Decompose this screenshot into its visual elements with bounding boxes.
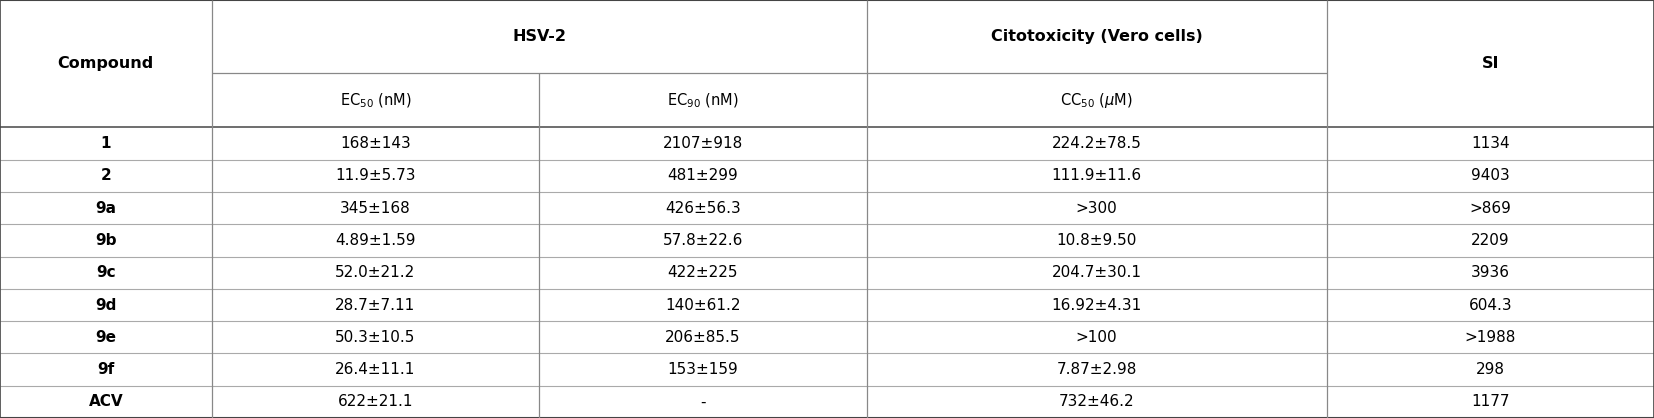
Text: 26.4±11.1: 26.4±11.1: [336, 362, 415, 377]
Text: 10.8±9.50: 10.8±9.50: [1057, 233, 1136, 248]
Text: Citotoxicity (Vero cells): Citotoxicity (Vero cells): [991, 29, 1202, 44]
Text: 206±85.5: 206±85.5: [665, 330, 741, 345]
Text: 9c: 9c: [96, 265, 116, 280]
Text: 111.9±11.6: 111.9±11.6: [1052, 168, 1141, 184]
Text: 622±21.1: 622±21.1: [337, 394, 414, 409]
Text: 52.0±21.2: 52.0±21.2: [336, 265, 415, 280]
Text: 422±225: 422±225: [668, 265, 738, 280]
Text: >869: >869: [1469, 201, 1512, 216]
Text: SI: SI: [1482, 56, 1499, 71]
Text: 481±299: 481±299: [668, 168, 738, 184]
Text: 28.7±7.11: 28.7±7.11: [336, 298, 415, 313]
Text: 9d: 9d: [96, 298, 116, 313]
Text: 9b: 9b: [96, 233, 116, 248]
Text: 426±56.3: 426±56.3: [665, 201, 741, 216]
Text: >1988: >1988: [1464, 330, 1517, 345]
Text: 50.3±10.5: 50.3±10.5: [336, 330, 415, 345]
Text: 224.2±78.5: 224.2±78.5: [1052, 136, 1141, 151]
Text: 11.9±5.73: 11.9±5.73: [336, 168, 415, 184]
Text: 298: 298: [1475, 362, 1505, 377]
Text: 604.3: 604.3: [1469, 298, 1512, 313]
Text: >300: >300: [1075, 201, 1118, 216]
Text: 9a: 9a: [96, 201, 116, 216]
Text: ACV: ACV: [89, 394, 122, 409]
Text: -: -: [700, 394, 706, 409]
Text: 1177: 1177: [1470, 394, 1510, 409]
Text: 168±143: 168±143: [341, 136, 410, 151]
Text: 9e: 9e: [96, 330, 116, 345]
Text: 9f: 9f: [98, 362, 114, 377]
Text: 1: 1: [101, 136, 111, 151]
Text: 7.87±2.98: 7.87±2.98: [1057, 362, 1136, 377]
Text: HSV-2: HSV-2: [513, 29, 566, 44]
Text: 3936: 3936: [1470, 265, 1510, 280]
Text: 16.92±4.31: 16.92±4.31: [1052, 298, 1141, 313]
Text: EC$_{90}$ (nM): EC$_{90}$ (nM): [667, 91, 739, 110]
Text: 1134: 1134: [1470, 136, 1510, 151]
Text: 204.7±30.1: 204.7±30.1: [1052, 265, 1141, 280]
Text: 140±61.2: 140±61.2: [665, 298, 741, 313]
Text: CC$_{50}$ ($\mu$M): CC$_{50}$ ($\mu$M): [1060, 91, 1133, 110]
Text: 57.8±22.6: 57.8±22.6: [663, 233, 743, 248]
Text: 2209: 2209: [1470, 233, 1510, 248]
Text: 2: 2: [101, 168, 111, 184]
Text: EC$_{50}$ (nM): EC$_{50}$ (nM): [339, 91, 412, 110]
Text: Compound: Compound: [58, 56, 154, 71]
Text: >100: >100: [1075, 330, 1118, 345]
Text: 9403: 9403: [1470, 168, 1510, 184]
Text: 345±168: 345±168: [341, 201, 410, 216]
Text: 153±159: 153±159: [668, 362, 738, 377]
Text: 4.89±1.59: 4.89±1.59: [336, 233, 415, 248]
Text: 732±46.2: 732±46.2: [1059, 394, 1135, 409]
Text: 2107±918: 2107±918: [663, 136, 743, 151]
